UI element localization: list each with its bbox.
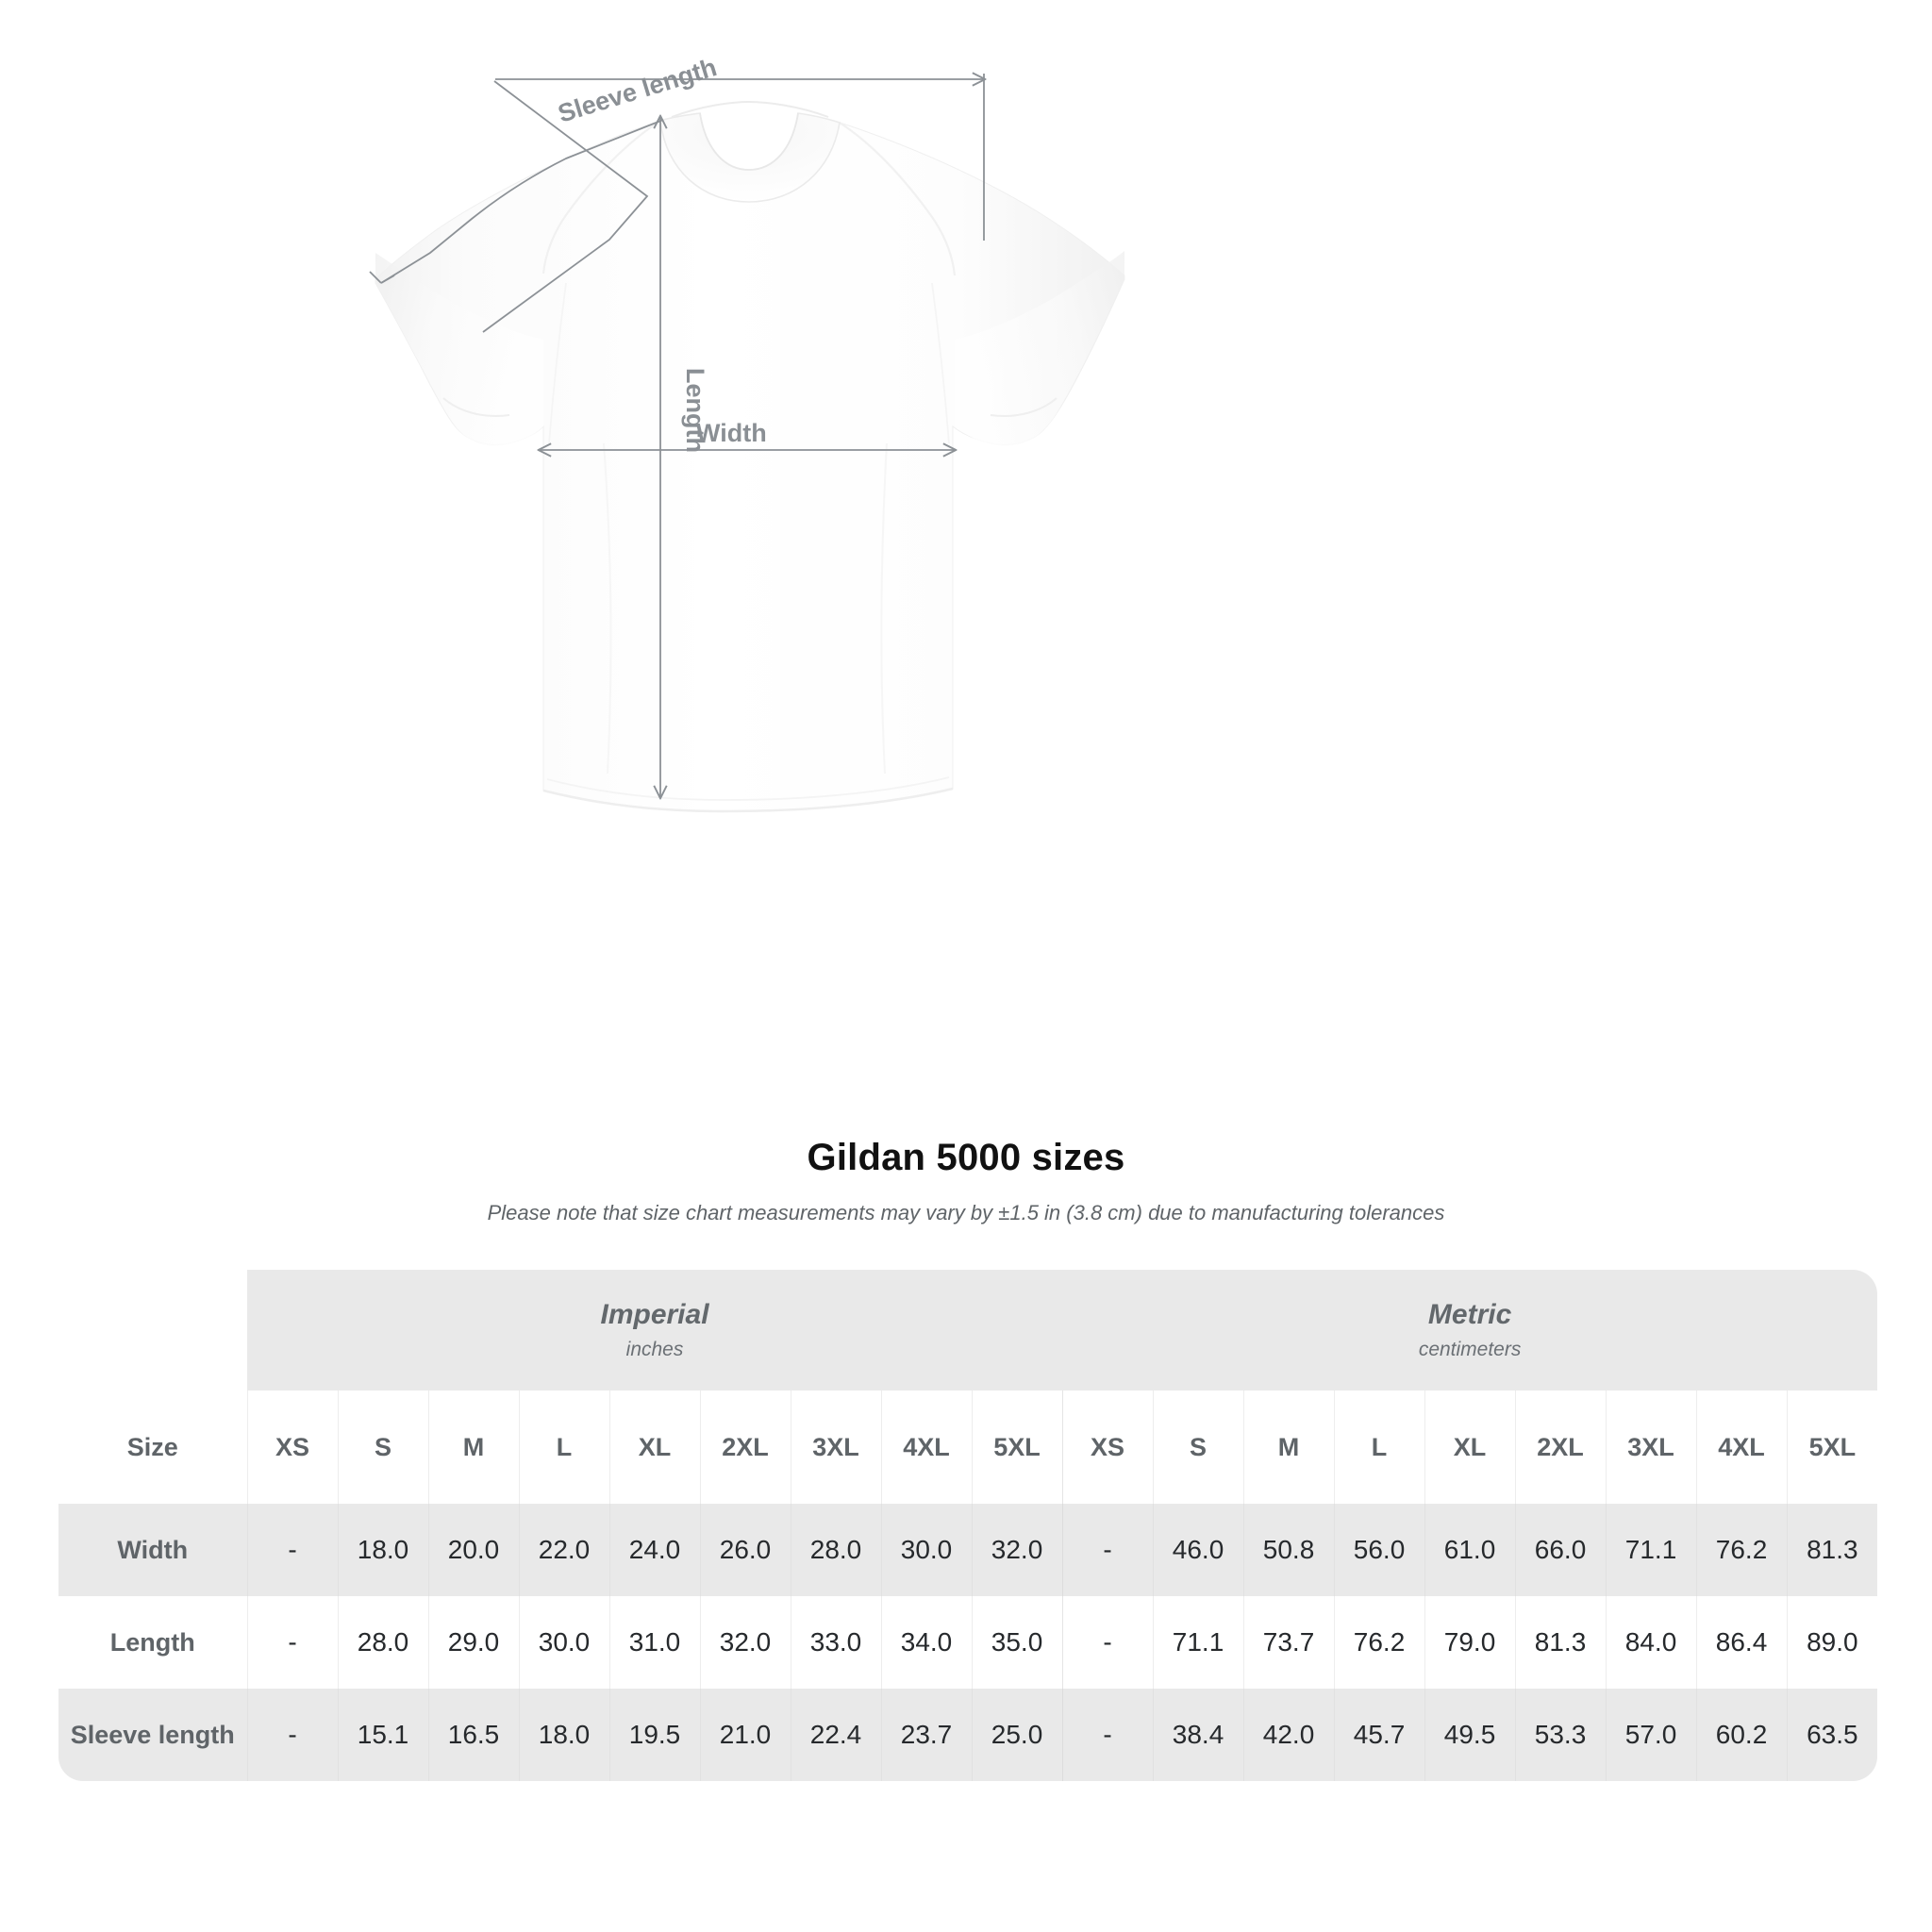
cell-sleeve-length-imperial-m: 16.5 <box>427 1689 519 1781</box>
cell-sleeve-length-imperial-xs: - <box>246 1689 338 1781</box>
size-chart-table: Imperial inches Metric centimeters Size XS S M L… <box>58 1270 1878 1781</box>
cell-width-metric-3xl: 71.1 <box>1605 1504 1697 1596</box>
cell-length-imperial-m: 29.0 <box>427 1596 519 1689</box>
width-dimension: Width <box>540 419 955 450</box>
row-label-width: Width <box>58 1504 247 1596</box>
size-header-4xl-imperial: 4XL <box>880 1391 972 1504</box>
cell-sleeve-length-imperial-s: 15.1 <box>337 1689 428 1781</box>
cell-sleeve-length-imperial-l: 18.0 <box>518 1689 609 1781</box>
size-header-xs-imperial: XS <box>246 1391 338 1504</box>
cell-width-imperial-xs: - <box>246 1504 338 1596</box>
cell-width-imperial-4xl: 30.0 <box>880 1504 972 1596</box>
cell-length-metric-5xl: 89.0 <box>1786 1596 1878 1689</box>
cell-width-metric-xs: - <box>1061 1504 1154 1596</box>
cell-length-metric-xs: - <box>1061 1596 1154 1689</box>
cell-sleeve-length-metric-4xl: 60.2 <box>1695 1689 1788 1781</box>
tshirt-illustration: Sleeve length Length Width <box>369 53 1125 813</box>
unit-group-sub: centimeters <box>1418 1338 1522 1360</box>
cell-sleeve-length-metric-5xl: 63.5 <box>1786 1689 1878 1781</box>
length-label: Length <box>681 368 709 453</box>
cell-length-metric-4xl: 86.4 <box>1695 1596 1788 1689</box>
cell-width-imperial-2xl: 26.0 <box>699 1504 791 1596</box>
tshirt-diagram: Sleeve length Length Width <box>369 53 1125 813</box>
size-header-2xl-metric: 2XL <box>1514 1391 1607 1504</box>
cell-sleeve-length-imperial-5xl: 25.0 <box>971 1689 1063 1781</box>
row-label-length: Length <box>58 1596 247 1689</box>
cell-width-metric-xl: 61.0 <box>1424 1504 1516 1596</box>
size-header-s-imperial: S <box>337 1391 428 1504</box>
cell-width-metric-s: 46.0 <box>1152 1504 1244 1596</box>
cell-length-imperial-2xl: 32.0 <box>699 1596 791 1689</box>
heading-block: Gildan 5000 sizes Please note that size … <box>0 1137 1932 1225</box>
width-label: Width <box>696 419 767 447</box>
row-label-sleeve-length: Sleeve length <box>58 1689 247 1781</box>
unit-group-imperial: Imperial inches <box>247 1270 1063 1391</box>
cell-sleeve-length-metric-xl: 49.5 <box>1424 1689 1516 1781</box>
size-header-4xl-metric: 4XL <box>1695 1391 1788 1504</box>
cell-length-metric-s: 71.1 <box>1152 1596 1244 1689</box>
cell-length-imperial-xl: 31.0 <box>608 1596 700 1689</box>
cell-length-imperial-xs: - <box>246 1596 338 1689</box>
cell-length-imperial-s: 28.0 <box>337 1596 428 1689</box>
size-header-label: Size <box>58 1391 247 1504</box>
cell-sleeve-length-metric-2xl: 53.3 <box>1514 1689 1607 1781</box>
size-header-5xl-imperial: 5XL <box>971 1391 1063 1504</box>
cell-width-metric-2xl: 66.0 <box>1514 1504 1607 1596</box>
cell-sleeve-length-imperial-2xl: 21.0 <box>699 1689 791 1781</box>
size-header-l-imperial: L <box>518 1391 609 1504</box>
cell-width-metric-4xl: 76.2 <box>1695 1504 1788 1596</box>
table-row: Width -18.0 20.0 22.0 24.0 26.0 28.0 30.0 32.0-4… <box>58 1504 1878 1596</box>
cell-width-metric-5xl: 81.3 <box>1786 1504 1878 1596</box>
cell-width-imperial-5xl: 32.0 <box>971 1504 1063 1596</box>
unit-group-sub: inches <box>625 1338 684 1360</box>
cell-width-metric-l: 56.0 <box>1333 1504 1425 1596</box>
cell-sleeve-length-imperial-4xl: 23.7 <box>880 1689 972 1781</box>
size-header-5xl-metric: 5XL <box>1786 1391 1878 1504</box>
size-header-xl-metric: XL <box>1424 1391 1516 1504</box>
cell-length-metric-m: 73.7 <box>1242 1596 1335 1689</box>
cell-length-metric-3xl: 84.0 <box>1605 1596 1697 1689</box>
size-header-2xl-imperial: 2XL <box>699 1391 791 1504</box>
cell-width-imperial-l: 22.0 <box>518 1504 609 1596</box>
unit-group-name: Imperial <box>600 1299 709 1331</box>
cell-length-metric-2xl: 81.3 <box>1514 1596 1607 1689</box>
cell-length-imperial-3xl: 33.0 <box>790 1596 881 1689</box>
cell-length-metric-l: 76.2 <box>1333 1596 1425 1689</box>
size-header-xs-metric: XS <box>1061 1391 1154 1504</box>
cell-sleeve-length-metric-s: 38.4 <box>1152 1689 1244 1781</box>
cell-width-imperial-s: 18.0 <box>337 1504 428 1596</box>
cell-sleeve-length-metric-l: 45.7 <box>1333 1689 1425 1781</box>
unit-group-metric: Metric centimeters <box>1062 1270 1878 1391</box>
unit-header-spacer <box>58 1270 247 1391</box>
size-header-l-metric: L <box>1333 1391 1425 1504</box>
cell-width-imperial-xl: 24.0 <box>608 1504 700 1596</box>
cell-width-imperial-m: 20.0 <box>427 1504 519 1596</box>
size-header-m-metric: M <box>1242 1391 1335 1504</box>
page-subtitle: Please note that size chart measurements… <box>487 1201 1445 1224</box>
cell-sleeve-length-imperial-3xl: 22.4 <box>790 1689 881 1781</box>
unit-group-name: Metric <box>1427 1299 1512 1331</box>
table-row: Length -28.0 29.0 30.0 31.0 32.0 33.0 34.0 35.0-… <box>58 1596 1878 1689</box>
size-header-m-imperial: M <box>427 1391 519 1504</box>
size-header-3xl-metric: 3XL <box>1605 1391 1697 1504</box>
size-header-xl-imperial: XL <box>608 1391 700 1504</box>
cell-length-imperial-l: 30.0 <box>518 1596 609 1689</box>
cell-sleeve-length-metric-m: 42.0 <box>1242 1689 1335 1781</box>
size-header-s-metric: S <box>1152 1391 1244 1504</box>
unit-header-row: Imperial inches Metric centimeters <box>58 1270 1878 1391</box>
page-title: Gildan 5000 sizes <box>807 1137 1125 1178</box>
table-row: Sleeve length -15.1 16.5 18.0 19.5 21.0 22.4 23… <box>58 1689 1878 1781</box>
shirt-body-shape <box>375 100 1125 813</box>
cell-sleeve-length-metric-xs: - <box>1061 1689 1154 1781</box>
size-header-3xl-imperial: 3XL <box>790 1391 881 1504</box>
cell-width-imperial-3xl: 28.0 <box>790 1504 881 1596</box>
cell-sleeve-length-imperial-xl: 19.5 <box>608 1689 700 1781</box>
cell-length-metric-xl: 79.0 <box>1424 1596 1516 1689</box>
cell-width-metric-m: 50.8 <box>1242 1504 1335 1596</box>
cell-sleeve-length-metric-3xl: 57.0 <box>1605 1689 1697 1781</box>
cell-length-imperial-4xl: 34.0 <box>880 1596 972 1689</box>
size-chart-table-wrapper: Imperial inches Metric centimeters Size XS S M L… <box>58 1270 1878 1781</box>
size-header-row: Size XS S M L XL 2XL 3XL 4XL 5XL XS S M L XL 2XL 3XL 4XL 5… <box>58 1391 1878 1504</box>
cell-length-imperial-5xl: 35.0 <box>971 1596 1063 1689</box>
